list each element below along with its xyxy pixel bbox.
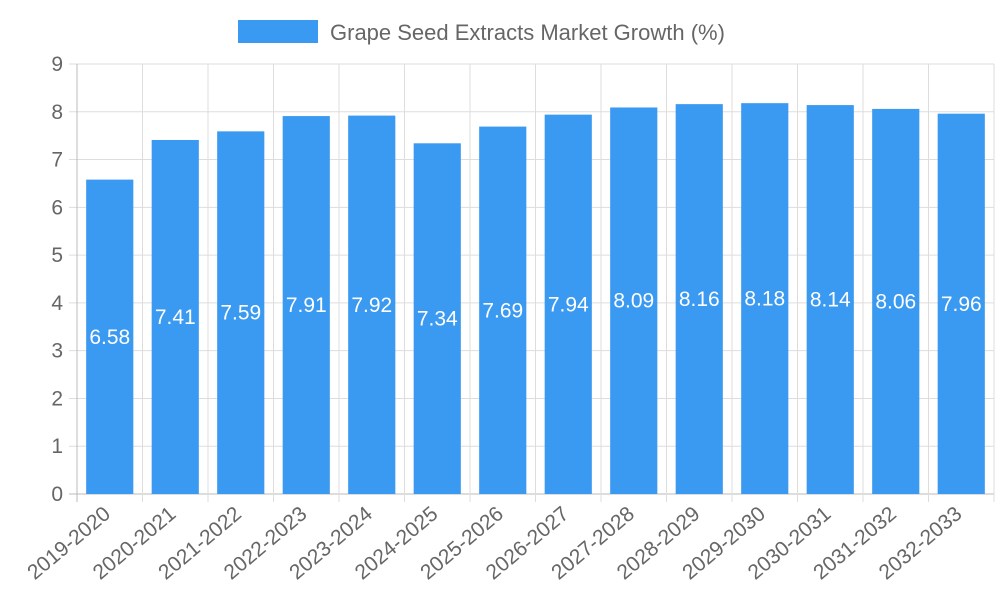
- bar-value-label: 7.41: [155, 306, 196, 329]
- bar[interactable]: [741, 103, 789, 494]
- bar-value-label: 7.69: [482, 299, 523, 322]
- bar-value-label: 7.96: [941, 293, 982, 316]
- x-axis: 2019-20202020-20212021-20222022-20232023…: [23, 502, 966, 584]
- bar[interactable]: [806, 105, 854, 494]
- y-tick-label: 2: [51, 387, 63, 410]
- y-tick-label: 1: [51, 435, 63, 458]
- bar-value-label: 8.16: [679, 288, 720, 311]
- legend-label: Grape Seed Extracts Market Growth (%): [330, 20, 725, 45]
- bars: [86, 103, 985, 495]
- y-tick-label: 3: [51, 340, 63, 363]
- bar-value-label: 7.34: [417, 308, 458, 331]
- bar[interactable]: [937, 113, 985, 494]
- bar-value-label: 8.09: [613, 290, 654, 313]
- bar-value-label: 8.14: [810, 289, 851, 312]
- bar-value-label: 7.94: [548, 293, 589, 316]
- bar-value-label: 7.59: [220, 302, 261, 325]
- bar[interactable]: [544, 114, 592, 495]
- legend-swatch: [238, 20, 318, 43]
- bar[interactable]: [413, 143, 461, 495]
- bar[interactable]: [479, 126, 527, 494]
- y-tick-label: 4: [51, 292, 63, 315]
- bar-value-label: 6.58: [89, 326, 130, 349]
- y-axis: 0 1 2 3 4 5 6 7 8 9: [51, 53, 63, 506]
- legend[interactable]: Grape Seed Extracts Market Growth (%): [238, 20, 725, 45]
- bar[interactable]: [872, 108, 920, 495]
- bar[interactable]: [86, 179, 134, 494]
- data-labels: 6.58 7.41 7.59 7.91 7.92 7.34 7.69 7.94 8.09 8.16…: [89, 288, 981, 349]
- y-tick-label: 5: [51, 244, 63, 267]
- bar[interactable]: [610, 107, 658, 494]
- bar[interactable]: [675, 104, 723, 494]
- y-tick-label: 8: [51, 101, 63, 124]
- y-tick-label: 7: [51, 149, 63, 172]
- y-tick-label: 0: [51, 483, 63, 506]
- bar-value-label: 8.18: [744, 288, 785, 311]
- y-tick-label: 9: [51, 53, 63, 76]
- bar[interactable]: [282, 116, 330, 495]
- bar[interactable]: [348, 115, 396, 494]
- gridlines: [69, 63, 995, 502]
- bar-value-label: 7.92: [351, 294, 392, 317]
- bar[interactable]: [217, 131, 265, 494]
- y-tick-label: 6: [51, 196, 63, 219]
- bar-value-label: 8.06: [875, 290, 916, 313]
- bar[interactable]: [151, 139, 199, 494]
- bar-value-label: 7.91: [286, 294, 327, 317]
